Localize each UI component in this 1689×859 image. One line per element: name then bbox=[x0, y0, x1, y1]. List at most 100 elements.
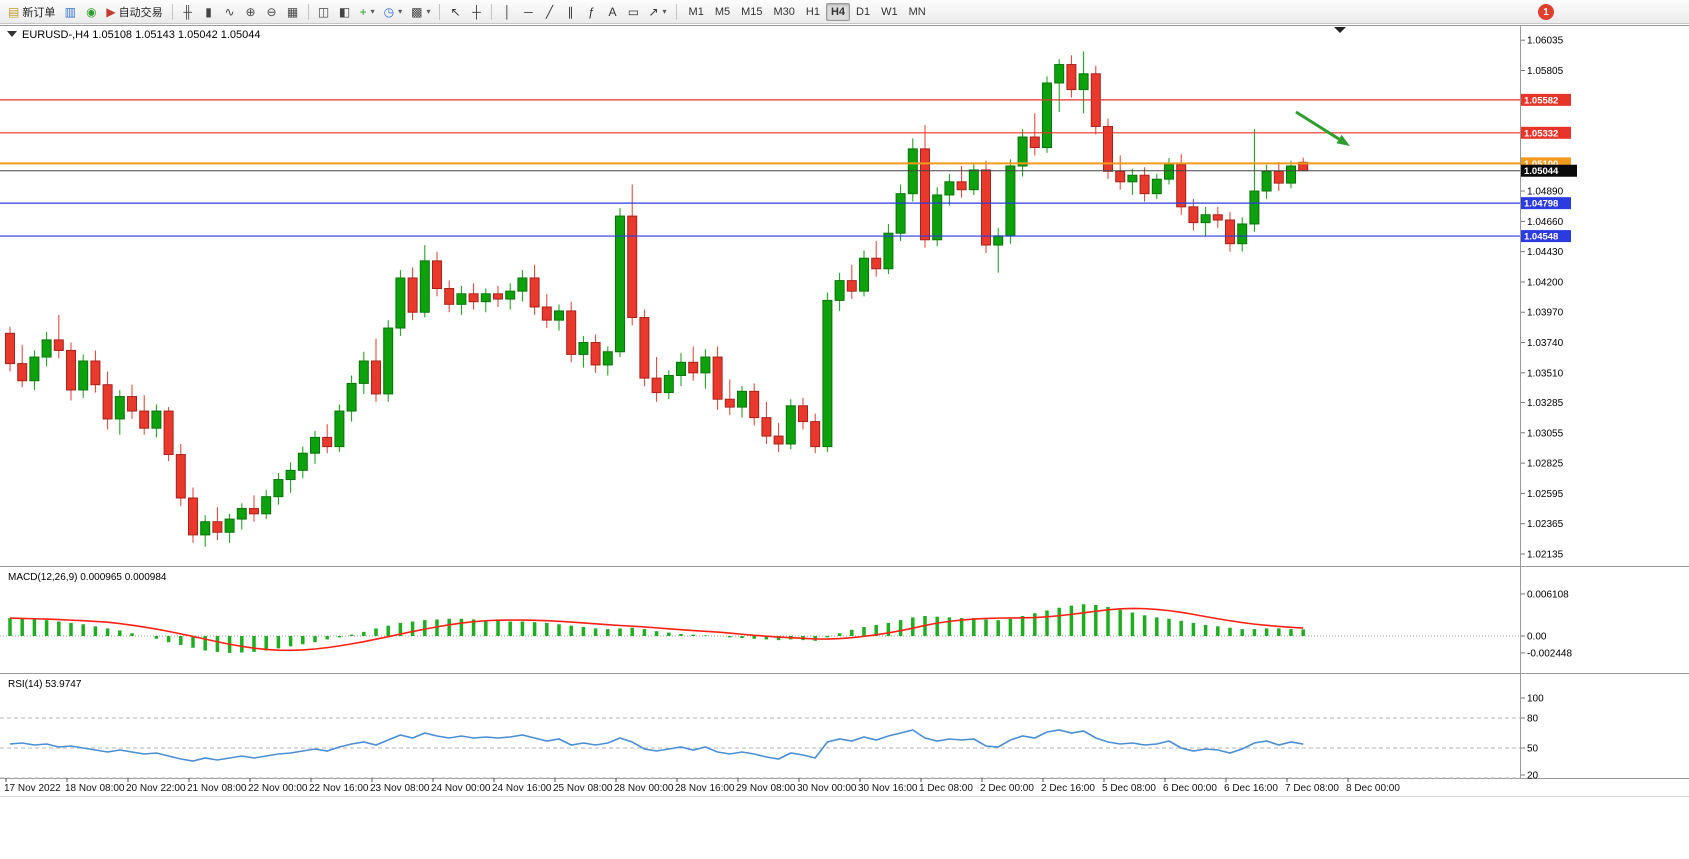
one-click-trading-collapse-icon[interactable] bbox=[7, 31, 17, 37]
navigator-icon: ◧ bbox=[338, 4, 351, 19]
candle-body bbox=[1042, 82, 1052, 149]
headset-icon: ◉ bbox=[86, 4, 97, 19]
candle-body bbox=[749, 390, 760, 419]
navigator-button[interactable]: ◧ bbox=[335, 2, 355, 22]
templates-button[interactable]: ▩ ▾ bbox=[407, 2, 434, 22]
candle-body bbox=[1017, 136, 1028, 167]
time-label: 22 Nov 16:00 bbox=[309, 783, 369, 794]
price-scale[interactable]: 1.06035 1.05805 1.04890 1.04660 1.04430 1.042… bbox=[1521, 36, 1577, 782]
candle-body bbox=[505, 290, 516, 300]
rsi-scale-label: 80 bbox=[1527, 714, 1539, 725]
crosshair-button[interactable]: ┼ bbox=[466, 2, 486, 22]
candle-body bbox=[1127, 174, 1138, 183]
candle-body bbox=[334, 410, 345, 448]
time-label: 8 Dec 00:00 bbox=[1346, 783, 1400, 794]
candle-body bbox=[724, 398, 735, 408]
candle-body bbox=[615, 215, 625, 353]
candle-body bbox=[29, 356, 40, 382]
autotrading-button[interactable]: ▶ 自动交易 bbox=[102, 2, 166, 22]
candle-body bbox=[346, 382, 357, 412]
candle-body bbox=[529, 277, 540, 308]
price-axis-label: 1.03740 bbox=[1527, 338, 1564, 349]
indicators-button[interactable]: + ▾ bbox=[356, 2, 379, 22]
timeframe-button-m5[interactable]: M5 bbox=[714, 5, 731, 18]
fibonacci-button[interactable]: ƒ bbox=[581, 2, 601, 22]
data-window-button[interactable]: ◫ bbox=[314, 2, 334, 22]
chart-shift-marker bbox=[1334, 27, 1346, 33]
time-label: 6 Dec 00:00 bbox=[1163, 783, 1217, 794]
chevron-down-icon: ▾ bbox=[662, 7, 667, 16]
candle-body bbox=[297, 452, 308, 471]
price-axis-label: 1.03970 bbox=[1527, 308, 1564, 319]
bar-chart-type-button[interactable]: ╫ bbox=[178, 2, 198, 22]
candle-body bbox=[859, 257, 869, 292]
zoom-in-button[interactable]: ⊕ bbox=[241, 2, 261, 22]
candle-body bbox=[602, 351, 613, 366]
time-label: 5 Dec 08:00 bbox=[1102, 783, 1156, 794]
zoom-out-button[interactable]: ⊖ bbox=[262, 2, 282, 22]
notification-badge[interactable]: 1 bbox=[1538, 4, 1554, 20]
time-label: 28 Nov 16:00 bbox=[675, 783, 735, 794]
timeframe-button-m15[interactable]: M15 bbox=[741, 5, 763, 18]
tile-windows-button[interactable]: ▦ bbox=[283, 2, 303, 22]
candle-body bbox=[358, 360, 369, 384]
candle-body bbox=[444, 288, 455, 305]
timeframe-button-h4[interactable]: H4 bbox=[825, 2, 851, 21]
new-order-button-label: 新订单 bbox=[22, 6, 56, 19]
timeframe-button-m30[interactable]: M30 bbox=[773, 5, 795, 18]
candle-body bbox=[322, 436, 333, 448]
horizontal-line-button[interactable]: ─ bbox=[518, 2, 538, 22]
candle-body bbox=[590, 342, 601, 366]
timeframe-button-h1[interactable]: H1 bbox=[805, 5, 820, 18]
vertical-line-button[interactable]: │ bbox=[497, 2, 517, 22]
candle-chart-type-button[interactable]: ▮ bbox=[199, 2, 219, 22]
cursor-button[interactable]: ↖ bbox=[445, 2, 465, 22]
candle-body bbox=[1066, 64, 1077, 91]
crosshair-icon: ┼ bbox=[472, 4, 481, 19]
label-button[interactable]: ▭ bbox=[623, 2, 643, 22]
timeframe-button-m1[interactable]: M1 bbox=[688, 5, 704, 18]
candle-body bbox=[102, 384, 113, 420]
timeframe-button-w1[interactable]: W1 bbox=[881, 5, 898, 18]
trendline-button[interactable]: ╱ bbox=[539, 2, 559, 22]
chart-window-icon: ▥ bbox=[64, 4, 77, 19]
arrows-button[interactable]: ↗ ▾ bbox=[644, 2, 670, 22]
channel-button[interactable]: ∥ bbox=[560, 2, 580, 22]
candle-body bbox=[1212, 214, 1223, 221]
toolbar-separator bbox=[675, 3, 677, 20]
cursor-icon: ↖ bbox=[450, 4, 461, 19]
charts-button[interactable]: ▥ bbox=[60, 2, 80, 22]
add-indicator-icon: + bbox=[359, 4, 367, 19]
time-axis[interactable]: 17 Nov 2022 18 Nov 08:00 20 Nov 22:00 21 No… bbox=[4, 778, 1400, 794]
candle-body bbox=[224, 518, 235, 533]
annotation-arrow-head bbox=[1336, 134, 1350, 146]
macd-signal-line bbox=[9, 607, 1304, 652]
candle-body bbox=[1164, 164, 1174, 180]
time-label: 24 Nov 00:00 bbox=[431, 783, 491, 794]
candle-body bbox=[41, 339, 52, 358]
text-button[interactable]: A bbox=[602, 2, 622, 22]
price-level-badge-label: 1.05332 bbox=[1524, 128, 1558, 139]
candle-body bbox=[871, 257, 882, 270]
candle-body bbox=[1188, 206, 1199, 224]
candle-body bbox=[371, 360, 381, 395]
candle-body bbox=[1286, 165, 1296, 184]
timeframe-button-d1[interactable]: D1 bbox=[856, 5, 871, 18]
timeframe-button-mn[interactable]: MN bbox=[908, 5, 926, 18]
periods-button[interactable]: ◷ ▾ bbox=[380, 2, 407, 22]
news-button[interactable]: ◉ bbox=[81, 2, 101, 22]
arrow-tool-icon: ↗ bbox=[648, 4, 659, 19]
price-level-badge-label: 1.04548 bbox=[1524, 232, 1558, 243]
candle-body bbox=[1151, 178, 1162, 195]
candle-body bbox=[1273, 170, 1284, 184]
new-order-button[interactable]: ▤ 新订单 bbox=[4, 2, 59, 22]
chevron-down-icon: ▾ bbox=[398, 7, 403, 16]
candle-body bbox=[883, 232, 894, 270]
toolbar-separator bbox=[439, 3, 441, 20]
symbol-ohlc-header: EURUSD-,H4 1.05108 1.05143 1.05042 1.050… bbox=[22, 29, 261, 41]
autotrading-icon: ▶ bbox=[106, 4, 116, 19]
candle-body bbox=[944, 181, 955, 196]
candle-body bbox=[1078, 73, 1089, 91]
line-chart-type-button[interactable]: ∿ bbox=[220, 2, 240, 22]
